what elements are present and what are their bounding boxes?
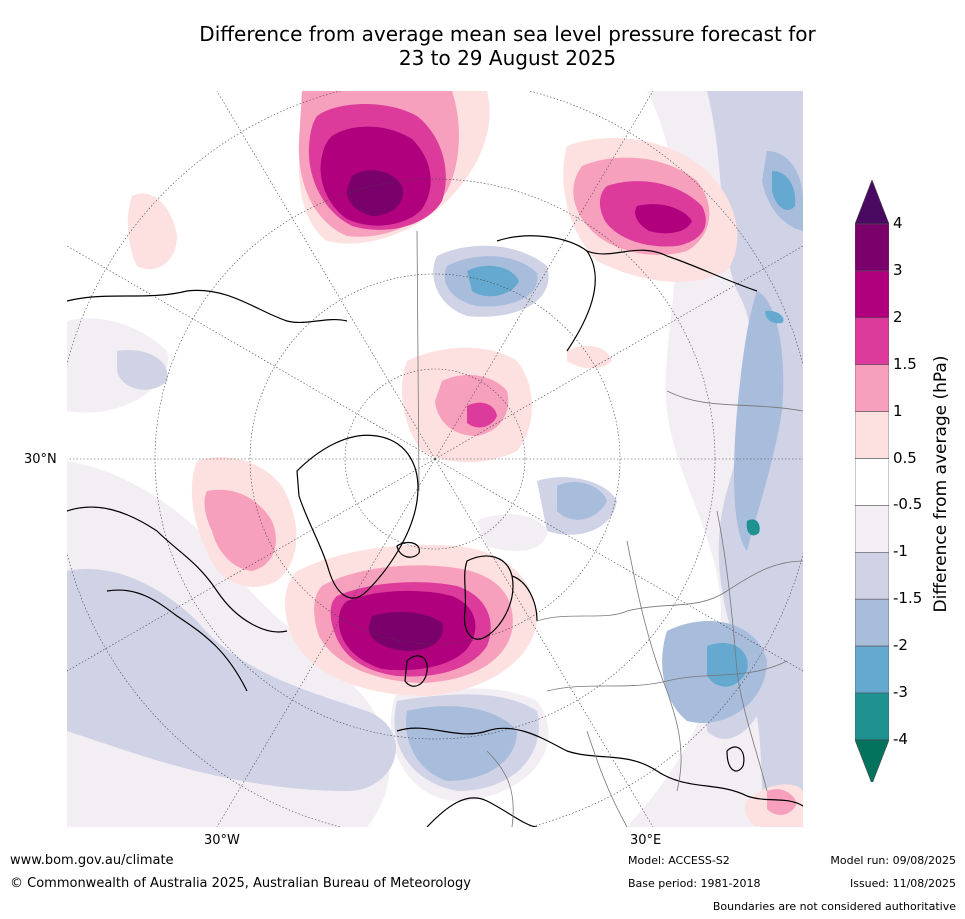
model-run: Model run: 09/08/2025 <box>830 854 956 867</box>
pressure-anomaly-map <box>67 91 803 827</box>
colorbar-extend-max <box>855 180 889 225</box>
title-line-1: Difference from average mean sea level p… <box>199 22 816 46</box>
colorbar-swatch <box>855 551 889 600</box>
anomaly-field-minus-3 <box>746 519 760 536</box>
colorbar-tick-label: 0.5 <box>893 448 917 467</box>
copyright-text: © Commonwealth of Australia 2025, Austra… <box>10 876 471 891</box>
map-title: Difference from average mean sea level p… <box>0 22 965 70</box>
colorbar-tick-label: 4 <box>893 214 903 232</box>
colorbar-swatch <box>855 598 889 647</box>
colorbar-extend-min <box>855 739 889 782</box>
colorbar-tick-label: -1.5 <box>893 589 923 608</box>
boundaries-note: Boundaries are not considered authoritat… <box>712 900 956 913</box>
coastlines <box>67 235 803 827</box>
colorbar-tick-label: 2 <box>893 307 903 326</box>
colorbar-tick-label: 3 <box>893 260 903 279</box>
issued-date: Issued: 11/08/2025 <box>849 877 956 890</box>
colorbar-tick-label: -1 <box>893 542 908 561</box>
lat-label-30n: 30°N <box>24 452 57 467</box>
colorbar-swatch <box>855 692 889 741</box>
graticule <box>67 91 803 827</box>
colorbar-swatches <box>855 180 889 782</box>
colorbar-swatch <box>855 364 889 412</box>
colorbar <box>855 180 889 782</box>
colorbar-tick-label: 1.5 <box>893 354 917 373</box>
country-borders <box>416 230 803 827</box>
colorbar-label: Difference from average (hPa) <box>931 355 951 613</box>
colorbar-swatch <box>855 505 889 553</box>
lon-label-30e: 30°E <box>630 833 662 848</box>
colorbar-swatch <box>855 458 889 506</box>
anomaly-field-plus-3 <box>346 170 443 651</box>
colorbar-swatch <box>855 317 889 366</box>
website-link[interactable]: www.bom.gov.au/climate <box>10 853 174 868</box>
model-name: Model: ACCESS-S2 <box>628 854 730 867</box>
colorbar-swatch <box>855 411 889 459</box>
colorbar-swatch <box>855 223 889 272</box>
colorbar-swatch <box>855 645 889 694</box>
colorbar-tick-label: -0.5 <box>893 495 923 514</box>
colorbar-tick-label: 1 <box>893 401 903 420</box>
colorbar-tick-label: -4 <box>893 729 908 748</box>
title-line-2: 23 to 29 August 2025 <box>398 46 617 70</box>
base-period: Base period: 1981-2018 <box>628 877 761 890</box>
colorbar-swatch <box>855 270 889 319</box>
colorbar-tick-label: -2 <box>893 636 908 655</box>
colorbar-tick-label: -3 <box>893 683 908 701</box>
anomaly-field-minus-1-5 <box>406 151 803 781</box>
lon-label-30w: 30°W <box>204 833 240 848</box>
